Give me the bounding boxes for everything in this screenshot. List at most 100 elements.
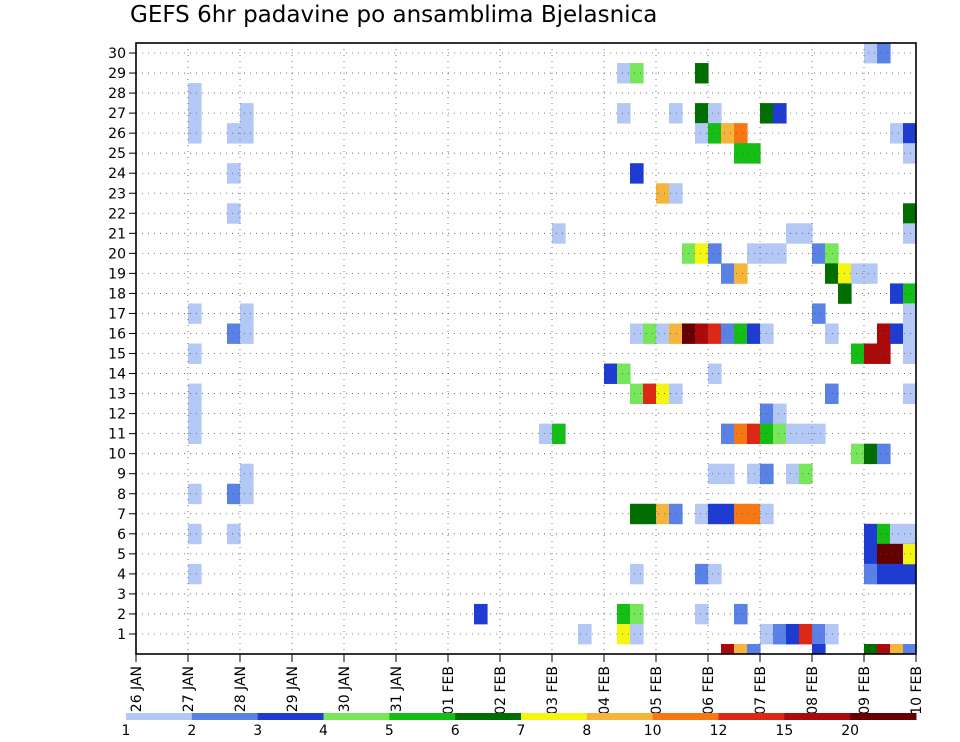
- heatmap-cell: [695, 123, 709, 144]
- heatmap-cell: [747, 503, 761, 525]
- heatmap-cell: [877, 443, 891, 465]
- heatmap-cell: [799, 623, 813, 645]
- heatmap-cell: [708, 243, 722, 264]
- heatmap-cell: [656, 503, 670, 525]
- colorbar-label: 7: [517, 723, 526, 739]
- heatmap-cell: [825, 383, 839, 404]
- heatmap-cell: [708, 103, 722, 124]
- heatmap-cell: [708, 123, 722, 144]
- colorbar-label: 3: [253, 723, 262, 739]
- x-tick-label: 06 FEB: [701, 666, 717, 715]
- heatmap-cell: [903, 383, 917, 404]
- heatmap-cell: [188, 563, 202, 585]
- y-tick-label: 10: [108, 447, 126, 463]
- y-tick-label: 8: [117, 487, 126, 503]
- heatmap-cell: [695, 503, 709, 525]
- heatmap-cell: [188, 343, 202, 364]
- colorbar: 1 2 3 4 5 6 7 8 10 12 15 20: [122, 713, 917, 739]
- heatmap-cell: [890, 523, 904, 545]
- heatmap-cell: [877, 343, 891, 364]
- heatmap-cell: [877, 523, 891, 545]
- heatmap-cell: [708, 503, 722, 525]
- y-tick-label: 20: [108, 246, 126, 262]
- heatmap-cell: [747, 423, 761, 445]
- heatmap-cell: [188, 403, 202, 425]
- x-tick-label: 28 JAN: [233, 666, 249, 712]
- heatmap-cell: [903, 223, 917, 244]
- y-tick-label: 2: [117, 607, 126, 623]
- heatmap-cell: [188, 83, 202, 104]
- heatmap-cell: [643, 503, 657, 525]
- x-tick-label: 30 JAN: [337, 666, 353, 712]
- colorbar-label: 2: [187, 723, 196, 739]
- x-tick-label: 29 JAN: [285, 666, 301, 712]
- x-tick-label: 26 JAN: [129, 666, 145, 712]
- heatmap-cell: [630, 603, 644, 625]
- heatmap-cell: [812, 243, 826, 264]
- heatmap-cell: [474, 603, 488, 625]
- heatmap-cell: [721, 503, 735, 525]
- strip-cell: [812, 644, 826, 654]
- heatmap-cell: [890, 123, 904, 144]
- x-tick-label: 10 FEB: [909, 666, 925, 715]
- heatmap-cell: [695, 323, 709, 344]
- heatmap-cell: [669, 503, 683, 525]
- heatmap-cell: [773, 243, 787, 264]
- heatmap-cell: [851, 343, 865, 364]
- heatmap-cell: [643, 323, 657, 344]
- heatmap-cell: [864, 563, 878, 585]
- heatmap-cell: [630, 563, 644, 585]
- colorbar-swatch: [191, 713, 259, 720]
- colorbar-label: 4: [319, 723, 328, 739]
- heatmap-cell: [630, 163, 644, 184]
- heatmap-cell: [617, 623, 631, 645]
- heatmap-cell: [227, 523, 241, 545]
- heatmap-cell: [747, 463, 761, 485]
- heatmap-cell: [851, 443, 865, 465]
- heatmap-cell: [656, 383, 670, 404]
- colorbar-label: 20: [841, 723, 859, 739]
- y-tick-label: 19: [108, 266, 126, 282]
- heatmap-cell: [825, 623, 839, 645]
- heatmap-cell: [695, 563, 709, 585]
- heatmap-cell: [903, 323, 917, 344]
- colorbar-label: 5: [385, 723, 394, 739]
- heatmap-cell: [240, 323, 254, 344]
- colorbar-swatch: [784, 713, 851, 720]
- heatmap-cell: [240, 123, 254, 144]
- heatmap-cell: [552, 423, 566, 445]
- colorbar-swatch: [126, 713, 193, 720]
- heatmap-cell: [188, 103, 202, 124]
- heatmap-cell: [227, 483, 241, 505]
- heatmap-cell: [734, 603, 748, 625]
- heatmap-cell: [630, 323, 644, 344]
- heatmap-cell: [799, 463, 813, 485]
- heatmap-cell: [773, 103, 787, 124]
- heatmap-cell: [721, 463, 735, 485]
- x-tick-label: 27 JAN: [181, 666, 197, 712]
- y-tick-label: 5: [117, 547, 126, 563]
- heatmap-cell: [188, 523, 202, 545]
- x-tick-label: 07 FEB: [753, 666, 769, 715]
- y-tick-label: 28: [108, 86, 126, 102]
- heatmap-cell: [695, 603, 709, 625]
- heatmap-cell: [864, 443, 878, 465]
- heatmap-cell: [227, 203, 241, 224]
- y-tick-label: 7: [117, 507, 126, 523]
- heatmap-cell: [188, 123, 202, 144]
- heatmap-cell: [864, 263, 878, 284]
- colorbar-swatch: [455, 713, 522, 720]
- colorbar-label: 10: [644, 723, 662, 739]
- heatmap-cell: [812, 623, 826, 645]
- y-axis: 1234567891011121314151617181920212223242…: [108, 46, 136, 643]
- heatmap-cell: [227, 323, 241, 344]
- colorbar-swatch: [257, 713, 324, 720]
- y-tick-label: 3: [117, 587, 126, 603]
- heatmap-cell: [903, 303, 917, 324]
- heatmap-cell: [656, 323, 670, 344]
- y-tick-label: 25: [108, 146, 126, 162]
- colorbar-label: 15: [775, 723, 793, 739]
- heatmap-cell: [669, 183, 683, 204]
- y-tick-label: 30: [108, 46, 126, 62]
- heatmap-cell: [578, 623, 592, 645]
